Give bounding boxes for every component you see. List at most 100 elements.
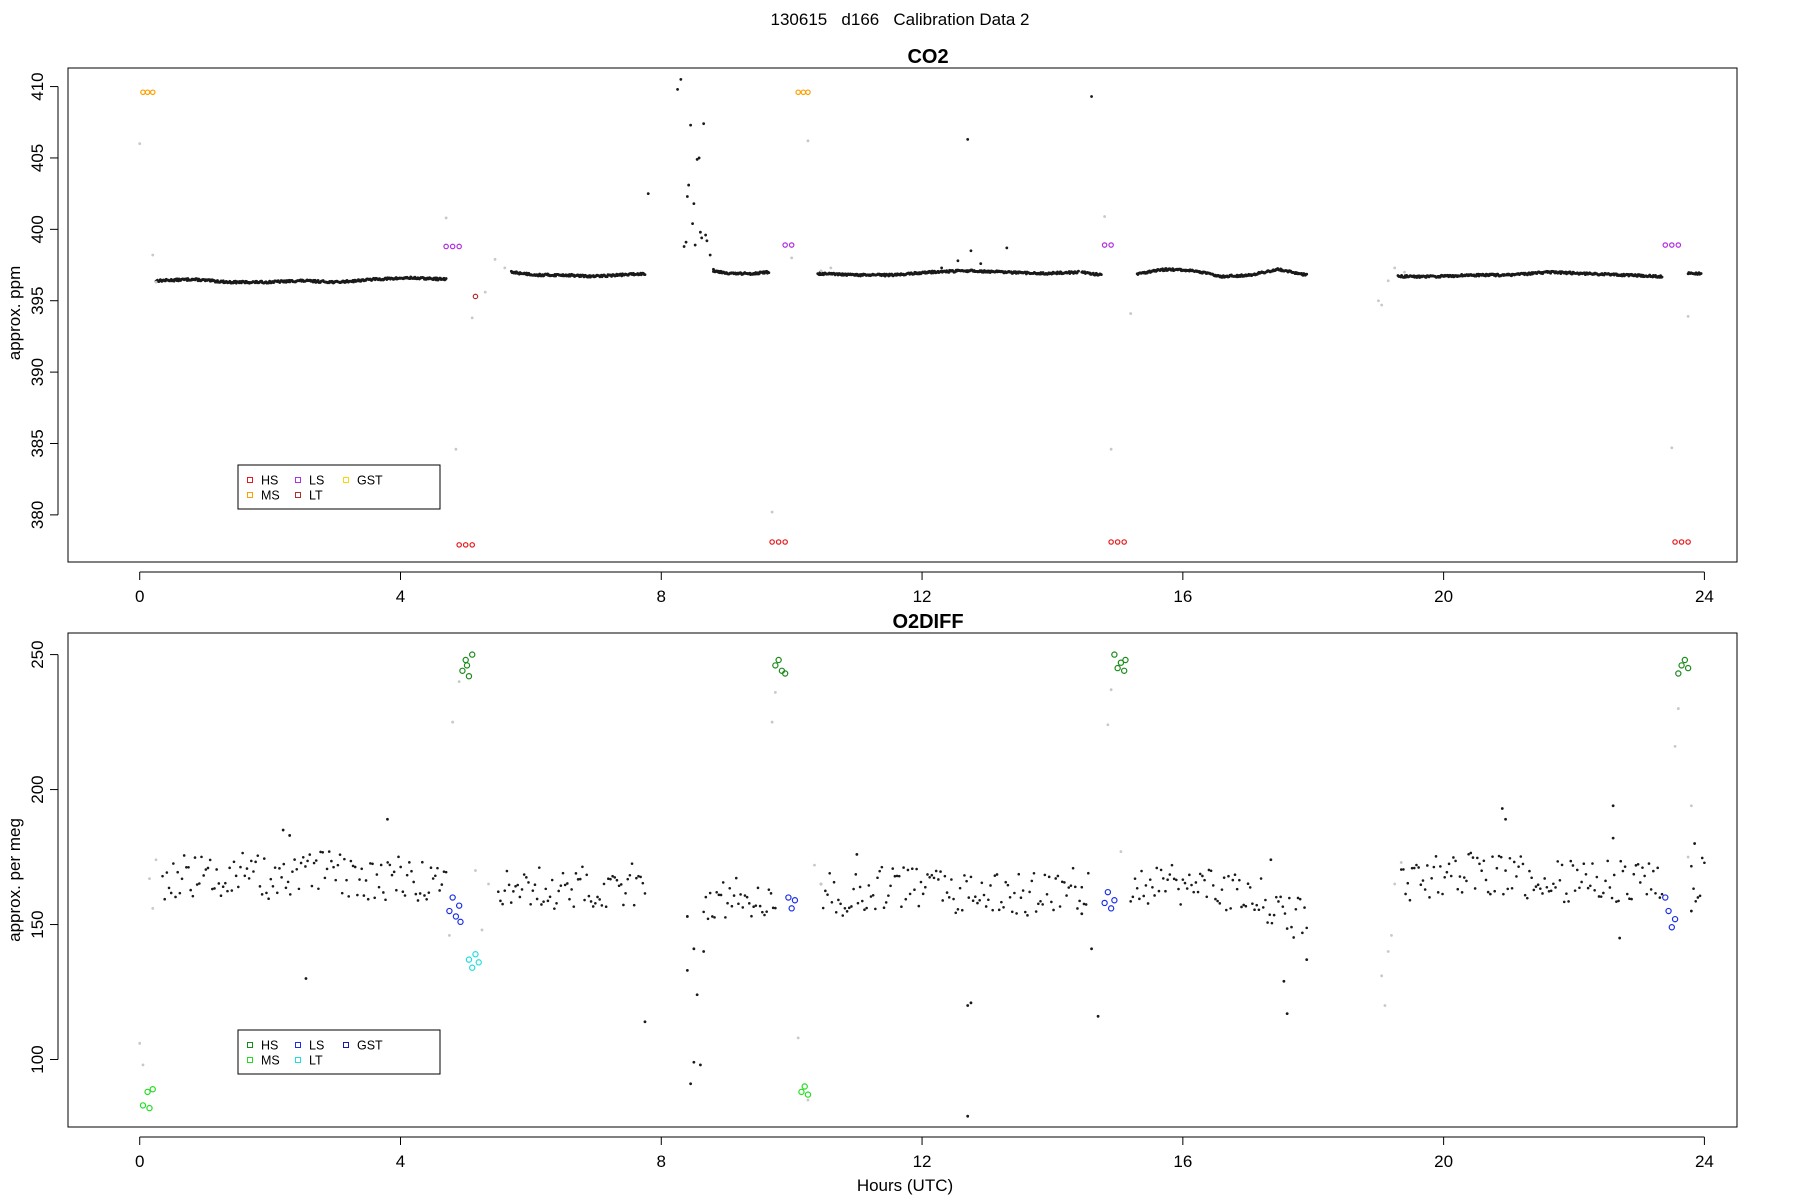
o2diff-sample-point <box>1478 862 1481 866</box>
co2-legend-swatch-ms <box>247 492 253 498</box>
o2diff-sample-point <box>1467 852 1470 856</box>
co2-x-tick-label: 20 <box>1434 587 1453 606</box>
o2diff-sample-point <box>174 895 177 899</box>
o2diff-cal-ls-point <box>791 897 799 904</box>
o2diff-sample-point <box>604 905 608 908</box>
o2diff-sample-point <box>1175 878 1178 882</box>
o2diff-sample-point <box>269 877 273 881</box>
o2diff-sample-point <box>1462 876 1466 879</box>
o2diff-sample-point <box>995 873 999 876</box>
o2diff-sample-point <box>295 867 299 871</box>
o2diff-sample-point <box>698 1063 702 1067</box>
o2diff-sample-point <box>1432 865 1436 869</box>
o2diff-sample-point <box>1281 905 1285 908</box>
o2diff-sample-point <box>628 873 632 877</box>
o2diff-sample-point <box>1157 889 1161 893</box>
o2diff-sample-point <box>921 892 925 896</box>
o2diff-sample-point <box>1183 881 1187 885</box>
o2diff-sample-point <box>1628 897 1631 901</box>
o2diff-sample-point <box>291 870 294 873</box>
o2diff-sample-point <box>373 896 376 900</box>
o2diff-sample-point <box>444 870 448 874</box>
o2diff-sample-point <box>1602 891 1605 895</box>
o2diff-sample-point <box>1497 854 1501 858</box>
o2diff-sample-point <box>234 874 238 878</box>
co2-sample-point <box>1699 272 1703 275</box>
o2diff-sample-point <box>585 873 589 877</box>
o2diff-sample-point <box>1272 913 1276 917</box>
o2diff-sample-point <box>1480 869 1483 873</box>
o2diff-flush-point <box>1686 855 1690 859</box>
o2diff-cal-hs-point <box>1111 651 1118 658</box>
co2-flush-point <box>470 316 474 320</box>
o2diff-cal-ls-point <box>1665 907 1672 915</box>
o2diff-sample-point <box>743 894 747 897</box>
co2-sample-point <box>691 222 694 226</box>
co2-cal-ms-point <box>149 89 156 96</box>
o2diff-sample-point <box>343 857 346 861</box>
o2diff-sample-point <box>237 885 240 889</box>
co2-cal-ls-point <box>443 243 449 250</box>
o2diff-sample-point <box>607 877 610 881</box>
o2diff-sample-point <box>1194 881 1198 884</box>
o2diff-sample-point <box>706 917 710 921</box>
co2-cal-hs-point <box>775 539 782 545</box>
o2diff-sample-point <box>252 870 255 873</box>
o2diff-sample-point <box>501 902 504 906</box>
o2diff-x-tick-label: 24 <box>1695 1152 1714 1171</box>
o2diff-sample-point <box>1188 873 1191 877</box>
o2diff-sample-point <box>765 910 768 913</box>
co2-flush-point <box>454 447 458 451</box>
o2diff-sample-point <box>399 865 402 869</box>
o2diff-sample-point <box>1452 856 1455 859</box>
o2diff-sample-point <box>943 874 947 878</box>
o2diff-cal-ls-point <box>1668 924 1676 931</box>
o2diff-sample-point <box>937 878 940 881</box>
co2-legend-label-gst: GST <box>357 474 383 488</box>
co2-cal-ms-point <box>144 89 151 96</box>
o2diff-sample-point <box>1190 883 1193 887</box>
o2diff-sample-point <box>1491 855 1494 858</box>
o2diff-cal-ls-point <box>455 902 463 909</box>
o2diff-sample-point <box>1618 936 1622 940</box>
o2diff-sample-point <box>1584 873 1588 876</box>
o2diff-sample-point <box>692 1060 696 1064</box>
o2diff-sample-point <box>1410 866 1414 870</box>
co2-cal-hs-point <box>462 542 469 548</box>
o2diff-sample-point <box>685 969 689 972</box>
o2diff-flush-point <box>141 1063 145 1067</box>
o2diff-sample-point <box>732 894 736 897</box>
o2diff-sample-point <box>514 884 517 888</box>
o2diff-sample-point <box>1541 892 1544 895</box>
o2diff-sample-point <box>741 906 745 909</box>
o2diff-cal-ls-point <box>1662 894 1669 901</box>
o2diff-sample-point <box>241 851 244 855</box>
co2-sample-point <box>1660 275 1664 279</box>
o2diff-sample-point <box>613 876 617 879</box>
o2diff-sample-point <box>1591 862 1594 865</box>
o2diff-sample-point <box>1242 903 1245 907</box>
o2diff-sample-point <box>1246 882 1250 886</box>
o2diff-x-tick-label: 20 <box>1434 1152 1453 1171</box>
o2diff-sample-point <box>847 906 851 910</box>
o2diff-sample-point <box>926 873 929 876</box>
o2diff-sample-point <box>997 908 1001 912</box>
o2diff-sample-point <box>1159 868 1163 872</box>
o2diff-sample-point <box>837 898 840 902</box>
o2diff-sample-point <box>548 895 552 899</box>
o2diff-sample-point <box>1406 881 1410 885</box>
o2diff-sample-point <box>1209 869 1213 873</box>
o2diff-sample-point <box>224 881 227 885</box>
o2diff-sample-point <box>739 893 742 896</box>
o2diff-cal-ls-point <box>1671 915 1679 923</box>
co2-sample-point <box>767 271 771 275</box>
o2diff-sample-point <box>304 977 308 980</box>
o2diff-flush-point <box>474 869 477 872</box>
co2-cal-ms-point <box>140 89 146 96</box>
o2diff-sample-point <box>1625 892 1629 896</box>
o2diff-sample-point <box>1698 894 1702 898</box>
o2diff-sample-point <box>1412 866 1416 870</box>
co2-sample-point <box>698 230 702 234</box>
o2diff-cal-ls-point <box>785 894 792 901</box>
o2diff-y-tick-label: 200 <box>28 775 47 803</box>
